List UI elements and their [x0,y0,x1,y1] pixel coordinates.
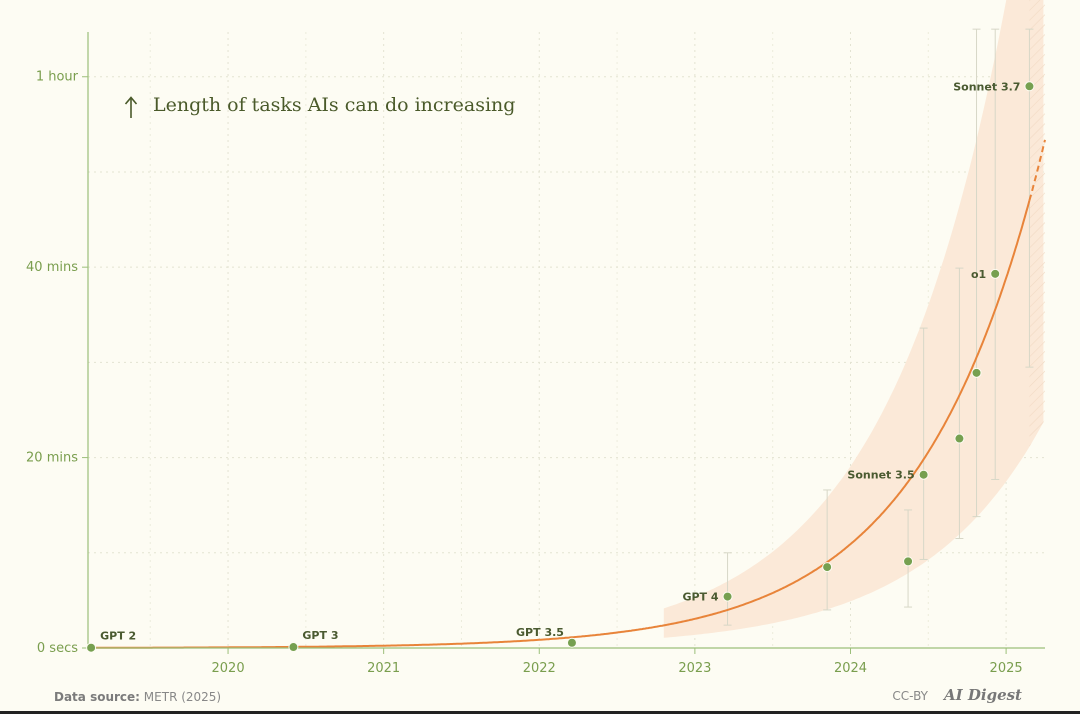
point-label: GPT 4 [682,591,718,604]
x-tick-label: 2020 [212,661,245,676]
x-tick-label: 2021 [367,661,400,676]
confidence-band [663,0,1045,638]
x-tick-label: 2025 [990,661,1023,676]
grid [88,32,1045,648]
chart-title: Length of tasks AIs can do increasing [124,94,515,118]
data-point [288,642,299,653]
data-point [86,642,97,653]
data-point [954,433,965,444]
forecast-hatch [1029,0,1045,447]
y-tick-label: 40 mins [26,260,78,275]
footer-credits: CC-BY AI Digest [892,686,1022,704]
point-label: Sonnet 3.5 [847,469,914,482]
data-point [903,556,914,567]
y-tick-label: 20 mins [26,451,78,466]
point-labels: GPT 2 GPT 3 GPT 3.5 GPT 4 Sonnet 3.5 o1 Sonnet… [100,80,1020,642]
point-label: Sonnet 3.7 [953,80,1020,93]
tick-labels: 0 secs 20 mins 40 mins 1 hour 2020 2021 2022 20… [26,70,1023,676]
y-tick-label: 0 secs [37,641,78,656]
data-point [990,268,1001,279]
data-points [86,81,1035,653]
data-point [1024,81,1035,92]
brand-logo: AI Digest [944,686,1022,704]
data-point [566,637,577,648]
data-source-label: Data source: [54,690,140,704]
point-label: o1 [971,268,986,281]
arrow-up-icon [124,96,138,118]
data-point [918,469,929,480]
point-label: GPT 3 [302,629,338,642]
chart-title-text: Length of tasks AIs can do increasing [153,94,515,116]
x-tick-label: 2023 [678,661,711,676]
axes [82,32,1045,654]
point-label: GPT 2 [100,630,136,643]
x-tick-label: 2022 [523,661,556,676]
bottom-border [0,711,1080,714]
data-point [971,367,982,378]
trend-line-solid [88,200,1031,649]
data-point [822,562,833,573]
trend-line-forecast [1028,139,1046,201]
data-point [722,591,733,602]
x-tick-label: 2024 [834,661,867,676]
data-source-value: METR (2025) [143,690,222,704]
license-text: CC-BY [892,689,928,703]
data-source: Data source: METR (2025) [54,690,221,704]
trend-line [88,139,1046,649]
point-label: GPT 3.5 [516,626,564,639]
confidence-band-area [663,0,1044,638]
y-tick-label: 1 hour [36,70,79,85]
